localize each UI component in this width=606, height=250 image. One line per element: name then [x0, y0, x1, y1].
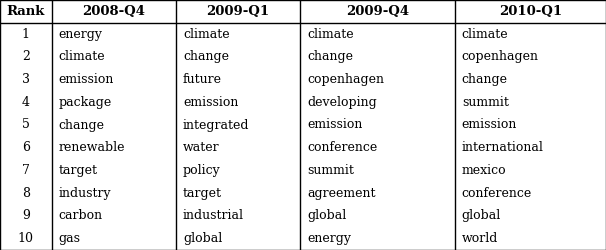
Text: 9: 9 [22, 210, 30, 222]
Text: emission: emission [462, 118, 517, 132]
Text: Rank: Rank [7, 5, 45, 18]
Text: conference: conference [307, 141, 378, 154]
Text: 1: 1 [22, 28, 30, 40]
Text: summit: summit [307, 164, 354, 177]
Text: climate: climate [307, 28, 354, 40]
Text: 2009-Q1: 2009-Q1 [206, 5, 270, 18]
Text: 5: 5 [22, 118, 30, 132]
Text: future: future [183, 73, 222, 86]
Text: renewable: renewable [59, 141, 125, 154]
Text: climate: climate [183, 28, 230, 40]
Text: 2009-Q4: 2009-Q4 [345, 5, 409, 18]
Text: global: global [183, 232, 222, 245]
Text: target: target [59, 164, 98, 177]
Text: water: water [183, 141, 219, 154]
Text: 2008-Q4: 2008-Q4 [82, 5, 145, 18]
Text: industry: industry [59, 187, 112, 200]
Text: change: change [59, 118, 105, 132]
Text: change: change [462, 73, 508, 86]
Text: 4: 4 [22, 96, 30, 109]
Text: agreement: agreement [307, 187, 376, 200]
Text: 2: 2 [22, 50, 30, 63]
Text: climate: climate [59, 50, 105, 63]
Text: energy: energy [307, 232, 351, 245]
Text: industrial: industrial [183, 210, 244, 222]
Text: developing: developing [307, 96, 377, 109]
Text: world: world [462, 232, 498, 245]
Text: 3: 3 [22, 73, 30, 86]
Text: integrated: integrated [183, 118, 250, 132]
Text: change: change [183, 50, 229, 63]
Text: package: package [59, 96, 112, 109]
Text: 7: 7 [22, 164, 30, 177]
Text: 8: 8 [22, 187, 30, 200]
Text: gas: gas [59, 232, 81, 245]
Text: global: global [462, 210, 501, 222]
Text: 6: 6 [22, 141, 30, 154]
Text: international: international [462, 141, 544, 154]
Text: climate: climate [462, 28, 508, 40]
Text: copenhagen: copenhagen [307, 73, 384, 86]
Text: target: target [183, 187, 222, 200]
Text: change: change [307, 50, 353, 63]
Text: mexico: mexico [462, 164, 507, 177]
Text: global: global [307, 210, 347, 222]
Text: 2010-Q1: 2010-Q1 [499, 5, 562, 18]
Text: carbon: carbon [59, 210, 103, 222]
Text: emission: emission [307, 118, 362, 132]
Text: emission: emission [59, 73, 114, 86]
Text: energy: energy [59, 28, 103, 40]
Text: summit: summit [462, 96, 508, 109]
Text: 10: 10 [18, 232, 34, 245]
Text: conference: conference [462, 187, 532, 200]
Text: policy: policy [183, 164, 221, 177]
Text: copenhagen: copenhagen [462, 50, 539, 63]
Text: emission: emission [183, 96, 238, 109]
